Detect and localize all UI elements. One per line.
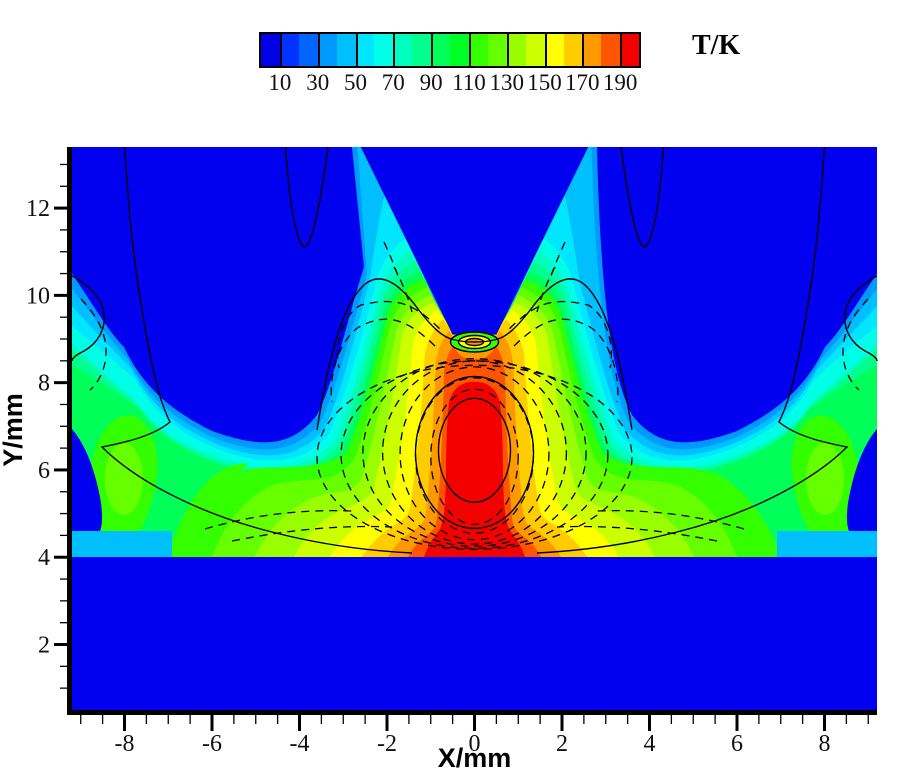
tick-label: 6 (38, 458, 50, 484)
colorbar-segment (525, 34, 545, 66)
colorbar-segment (298, 34, 318, 66)
cold-corner-wedge-right (846, 429, 877, 533)
warm-layer-stripe-right (777, 531, 877, 557)
tick-label: 10 (26, 283, 50, 309)
colorbar-segment (374, 34, 394, 66)
colorbar-segment (261, 34, 280, 66)
colorbar-segment (544, 34, 564, 66)
colorbar-divider (393, 34, 396, 66)
tick-label: -4 (290, 731, 310, 757)
colorbar-segment (355, 34, 375, 66)
tick-label: 12 (26, 196, 50, 222)
nozzle-cone (360, 147, 589, 335)
dashed-isolines (80, 241, 869, 550)
colorbar-divider (279, 34, 282, 66)
tick-label: -8 (115, 731, 135, 757)
colorbar-segment (620, 34, 640, 66)
axis-tick-labels: -8 -6 -4 -2 0 2 4 6 8 2 4 6 8 10 12 (26, 196, 831, 757)
tick-label: 8 (819, 731, 831, 757)
colorbar-segment (336, 34, 356, 66)
tick-label: 2 (38, 632, 50, 658)
warm-layer-stripe-left (72, 531, 172, 557)
colorbar-segment (317, 34, 337, 66)
colorbar-tick-label: 10 (268, 70, 292, 95)
colorbar-segment (279, 34, 299, 66)
colorbar-tick-label: 30 (306, 70, 330, 95)
colorbar-segment (601, 34, 621, 66)
colorbar-divider (506, 34, 509, 66)
colorbar-segment (506, 34, 526, 66)
temperature-colorbar (259, 32, 641, 68)
colorbar-tick-label: 130 (489, 70, 524, 95)
colorbar-unit-label: T/K (692, 30, 741, 61)
colorbar-divider (355, 34, 358, 66)
cold-corner-wedge-left (72, 429, 103, 533)
tick-label: 4 (38, 545, 50, 571)
colorbar-tick-label: 50 (344, 70, 367, 95)
x-axis-label: X/mm (438, 743, 512, 773)
colorbar-segment (468, 34, 488, 66)
contour-plot-canvas: -8 -6 -4 -2 0 2 4 6 8 2 4 6 8 10 12 X/mm Y/mm (0, 146, 878, 773)
colorbar-divider (582, 34, 585, 66)
contour-plot: -8 -6 -4 -2 0 2 4 6 8 2 4 6 8 10 12 X/mm Y/mm (0, 146, 878, 773)
tick-label: 2 (556, 731, 568, 757)
tick-label: 4 (644, 731, 656, 757)
colorbar-tick-label: 170 (565, 70, 600, 95)
colorbar-tick-label: 90 (419, 70, 443, 95)
colorbar-tick-label: 190 (602, 70, 638, 95)
colorbar-divider (468, 34, 471, 66)
colorbar-tick-label: 110 (452, 70, 486, 95)
y-axis-label: Y/mm (0, 393, 28, 467)
colorbar-divider (544, 34, 547, 66)
filled-contour-layers (72, 147, 877, 557)
tick-label: 6 (731, 731, 743, 757)
colorbar-segment (450, 34, 469, 66)
tick-label: -6 (202, 731, 222, 757)
colorbar-segment (393, 34, 413, 66)
substrate-region (72, 557, 877, 710)
colorbar-segment (582, 34, 602, 66)
colorbar-divider (431, 34, 434, 66)
colorbar-segment (563, 34, 583, 66)
x-axis-spine (67, 710, 877, 715)
colorbar-segment (431, 34, 451, 66)
colorbar-tick-label: 70 (381, 70, 405, 95)
colorbar-tick-labels: 10 30 50 70 90 110 130 150 170 190 (259, 70, 641, 98)
axis-ticks (54, 163, 869, 731)
colorbar-divider (317, 34, 320, 66)
y-axis-spine (67, 147, 72, 715)
colorbar-segment (412, 34, 432, 66)
tick-label: 8 (38, 371, 50, 397)
colorbar-divider (620, 34, 623, 66)
solid-isolines (71, 146, 878, 554)
tick-label: 0 (469, 731, 481, 757)
tick-label: -2 (377, 731, 397, 757)
colorbar-tick-label: 150 (527, 70, 562, 95)
colorbar-segment (487, 34, 507, 66)
